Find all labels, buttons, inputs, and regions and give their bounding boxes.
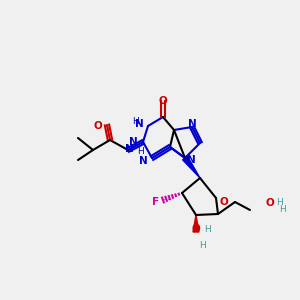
Text: N: N	[135, 119, 144, 129]
Text: H: H	[280, 205, 286, 214]
Text: O: O	[219, 197, 228, 207]
Polygon shape	[193, 215, 199, 232]
Text: H: H	[204, 225, 211, 234]
Text: H: H	[276, 198, 283, 207]
Text: H: H	[137, 148, 144, 157]
Text: N: N	[129, 137, 138, 147]
Text: H: H	[132, 116, 139, 125]
Text: O: O	[192, 224, 200, 234]
Polygon shape	[183, 156, 200, 178]
Text: N: N	[187, 155, 196, 165]
Text: ···: ···	[162, 196, 170, 206]
Text: F: F	[152, 197, 159, 207]
Text: N: N	[188, 119, 196, 129]
Text: O: O	[159, 96, 167, 106]
Text: N: N	[124, 144, 134, 154]
Text: H: H	[199, 242, 206, 250]
Text: O: O	[266, 198, 275, 208]
Text: O: O	[93, 121, 102, 131]
Text: N: N	[139, 156, 148, 166]
